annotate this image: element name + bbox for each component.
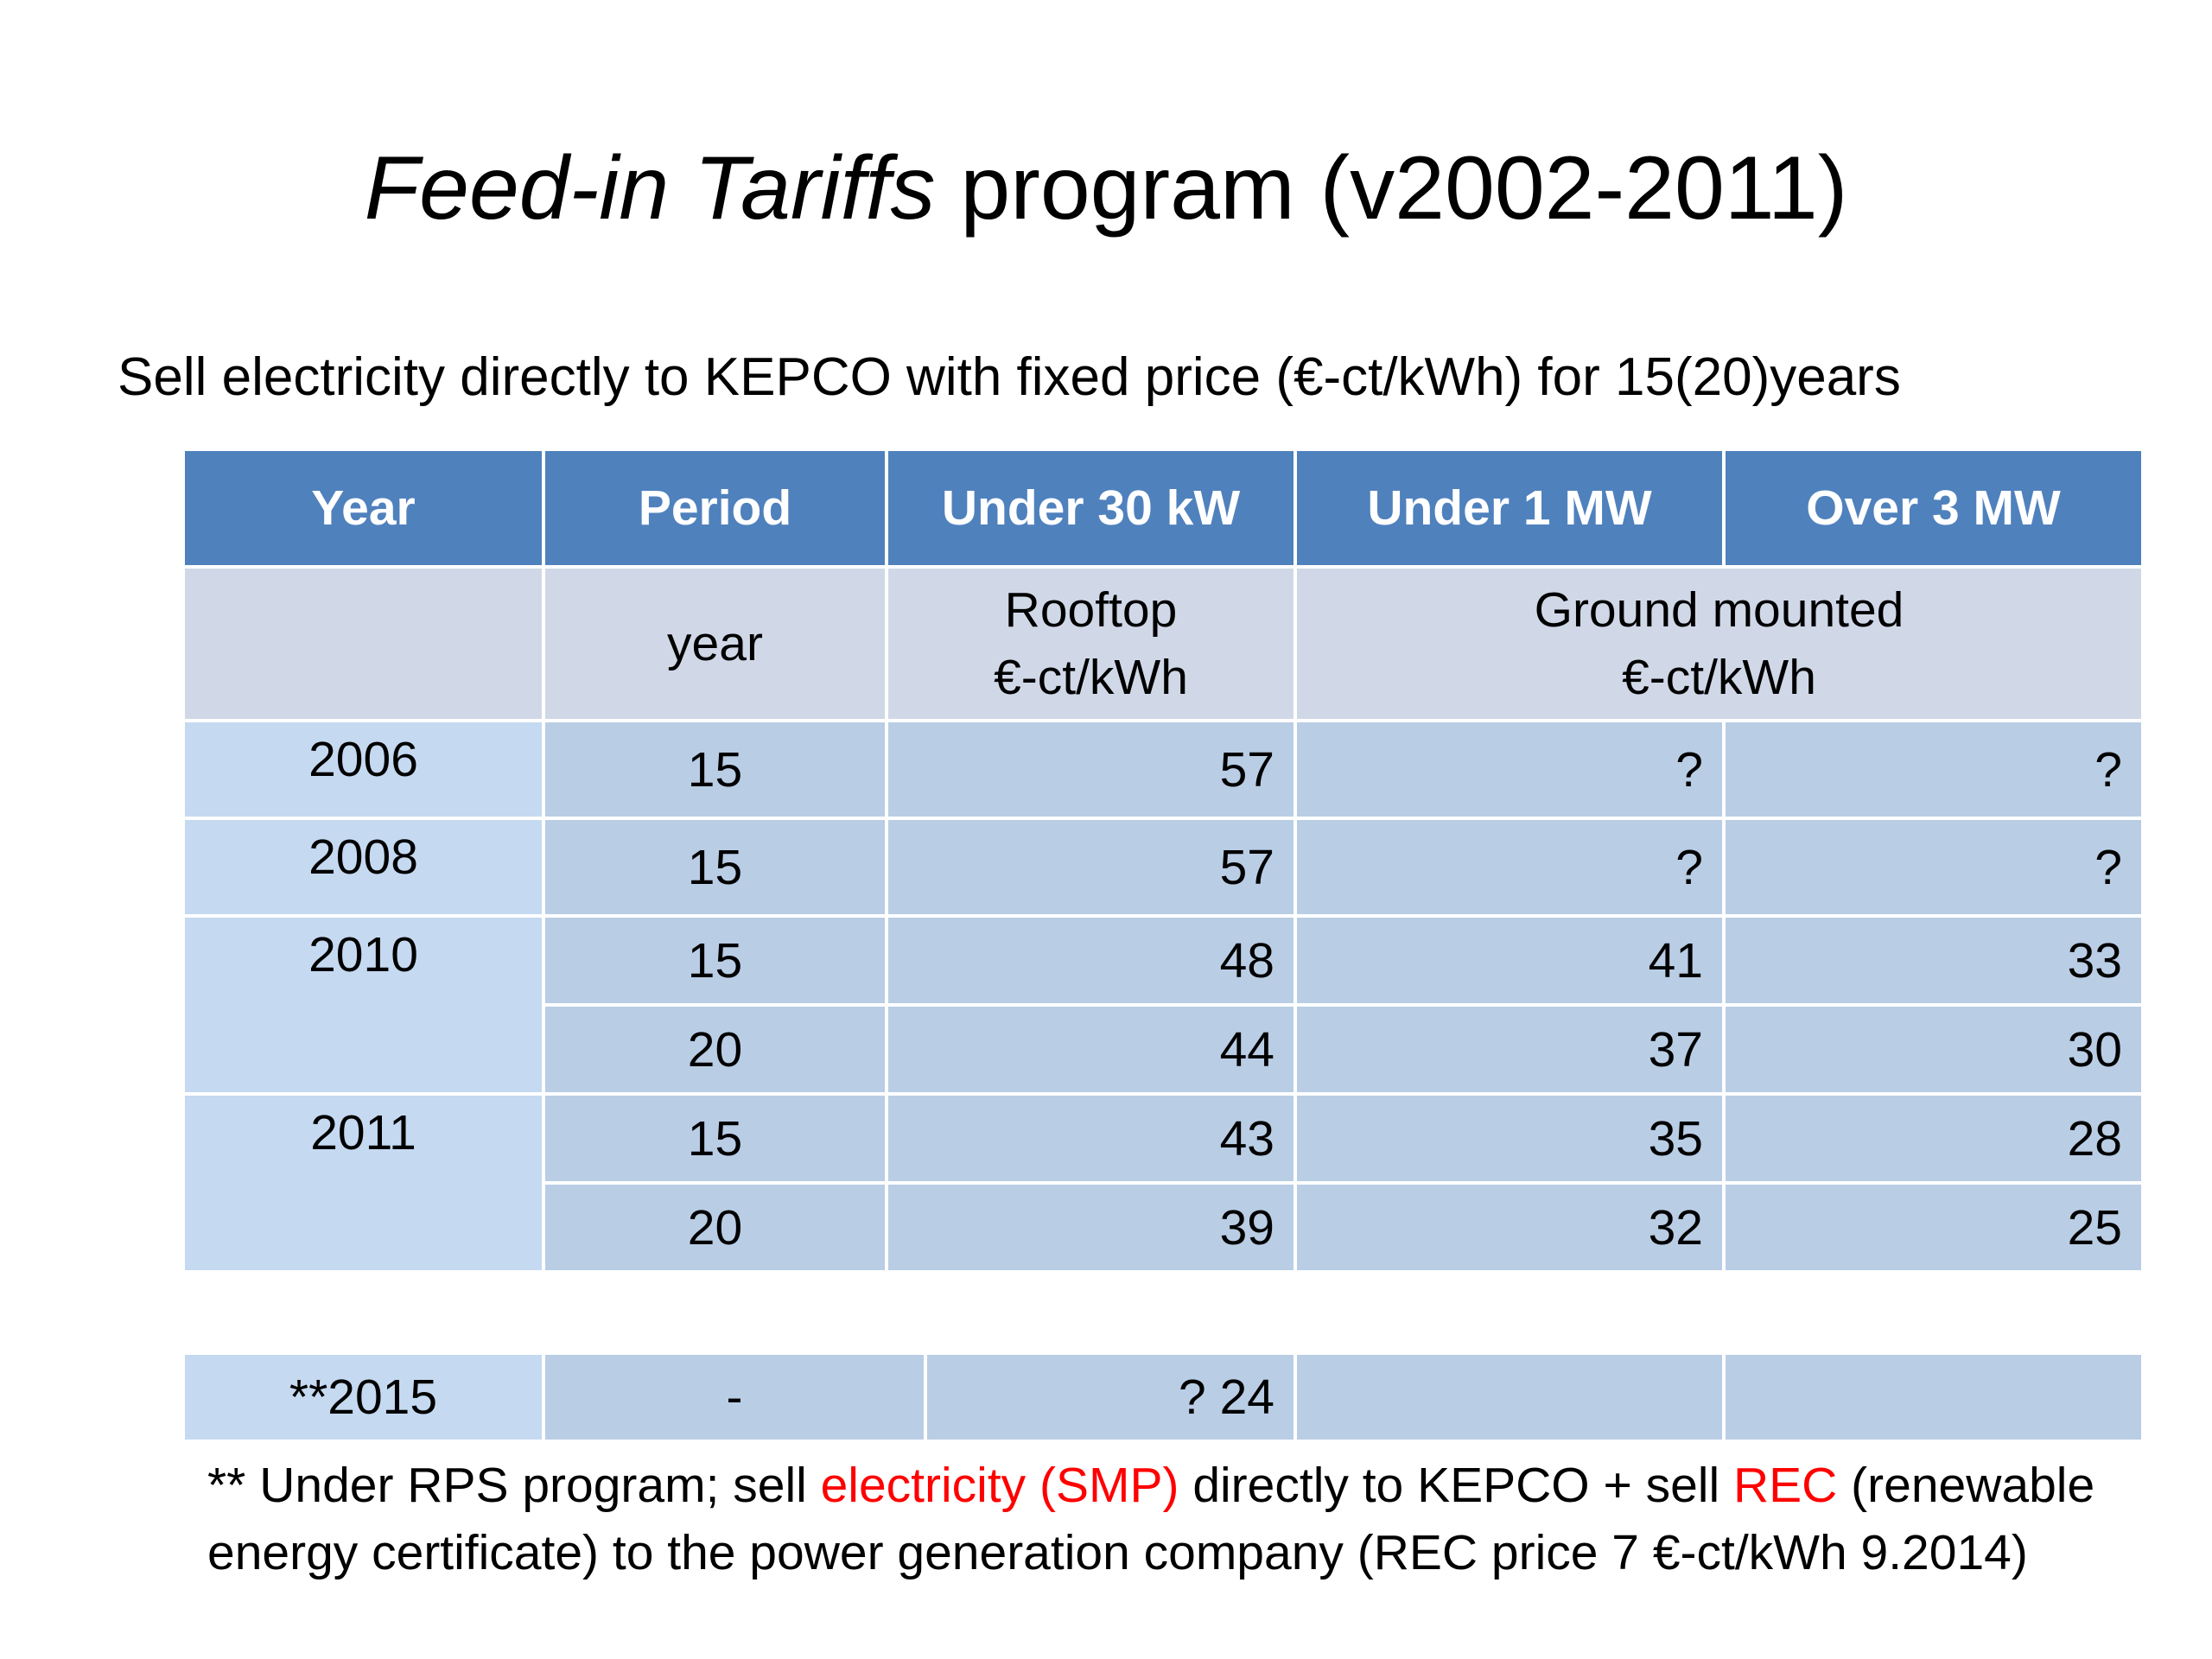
over-3mw-cell [1726, 1355, 2141, 1440]
under-1mw-cell: 32 [1297, 1185, 1722, 1270]
over-3mw-cell: 30 [1726, 1007, 2141, 1092]
under-1mw-cell: ? [1297, 722, 1722, 817]
under-30kw-cell: 43 [888, 1096, 1294, 1181]
table-row: 2006 15 57 ? ? [185, 722, 2141, 817]
footnote: ** Under RPS program; sell electricity (… [207, 1452, 2143, 1586]
footnote-text: directly to KEPCO + sell [1179, 1458, 1733, 1513]
under-1mw-cell [1297, 1355, 1722, 1440]
year-cell: **2015 [185, 1355, 542, 1440]
footnote-text: ** Under RPS program; sell [207, 1458, 821, 1513]
ground-mounted-label: Ground mounted [1534, 582, 1904, 638]
under-1mw-cell: 37 [1297, 1007, 1722, 1092]
header-under-1mw: Under 1 MW [1297, 451, 1722, 565]
rooftop-unit: €-ct/kWh [994, 650, 1188, 705]
under-30kw-cell: 44 [888, 1007, 1294, 1092]
subheader-rooftop: Rooftop €-ct/kWh [888, 569, 1294, 719]
under-30kw-cell: 39 [888, 1185, 1294, 1270]
over-3mw-cell: 25 [1726, 1185, 2141, 1270]
over-3mw-cell: 33 [1726, 918, 2141, 1003]
table-row: 2010 15 48 41 33 [185, 918, 2141, 1092]
rooftop-label: Rooftop [1004, 582, 1178, 638]
title-italic-part: Feed-in Tariffs [364, 138, 936, 238]
year-cell: 2011 [185, 1096, 542, 1270]
period-cell: 15 [545, 1096, 885, 1181]
period-cell: - [545, 1355, 924, 1440]
subheader-ground-mounted: Ground mounted €-ct/kWh [1297, 569, 2141, 719]
under-1mw-cell: 35 [1297, 1096, 1722, 1181]
title-rest: program (v2002-2011) [935, 138, 1848, 238]
under-30kw-cell: 57 [888, 722, 1294, 817]
under-1mw-cell: 41 [1297, 918, 1722, 1003]
table-row: **2015 - ? 24 [185, 1355, 2141, 1440]
table-row: 2011 15 43 35 28 [185, 1096, 2141, 1270]
year-cell: 2010 [185, 918, 542, 1092]
footnote-highlight-rec: REC [1732, 1458, 1838, 1513]
period-cell: 15 [545, 820, 885, 914]
header-period: Period [545, 451, 885, 565]
subheader-year [185, 569, 542, 719]
footnote-text: (renewable energy certificate) to the po… [207, 1458, 2095, 1580]
year-cell: 2008 [185, 820, 542, 914]
slide-subtitle: Sell electricity directly to KEPCO with … [118, 347, 1901, 407]
over-3mw-cell: ? [1726, 722, 2141, 817]
table-subheader-row: year Rooftop €-ct/kWh Ground mounted €-c… [185, 569, 2141, 719]
year-cell: 2006 [185, 722, 542, 817]
period-cell: 20 [545, 1185, 885, 1270]
table-header-row: Year Period Under 30 kW Under 1 MW Over … [185, 451, 2141, 565]
period-cell: 20 [545, 1007, 885, 1092]
table-row: 20 39 32 25 [185, 1185, 2141, 1270]
table-row: 2008 15 57 ? ? [185, 820, 2141, 914]
over-3mw-cell: ? [1726, 820, 2141, 914]
under-30kw-cell: 48 [888, 918, 1294, 1003]
period-cell: 15 [545, 918, 885, 1003]
period-cell: 15 [545, 722, 885, 817]
under-30kw-cell: 57 [888, 820, 1294, 914]
ground-mounted-unit: €-ct/kWh [1622, 650, 1816, 705]
rps-2015-table: **2015 - ? 24 [181, 1351, 2145, 1443]
subheader-period-unit: year [545, 569, 885, 719]
under-1mw-cell: ? [1297, 820, 1722, 914]
header-over-3mw: Over 3 MW [1726, 451, 2141, 565]
table-row: 20 44 37 30 [185, 1007, 2141, 1092]
value-cell: ? 24 [927, 1355, 1294, 1440]
header-year: Year [185, 451, 542, 565]
tariff-table: Year Period Under 30 kW Under 1 MW Over … [181, 448, 2145, 1274]
header-under-30kw: Under 30 kW [888, 451, 1294, 565]
footnote-highlight-smp: electricity (SMP) [820, 1458, 1179, 1513]
slide-title: Feed-in Tariffs program (v2002-2011) [0, 128, 2212, 249]
over-3mw-cell: 28 [1726, 1096, 2141, 1181]
